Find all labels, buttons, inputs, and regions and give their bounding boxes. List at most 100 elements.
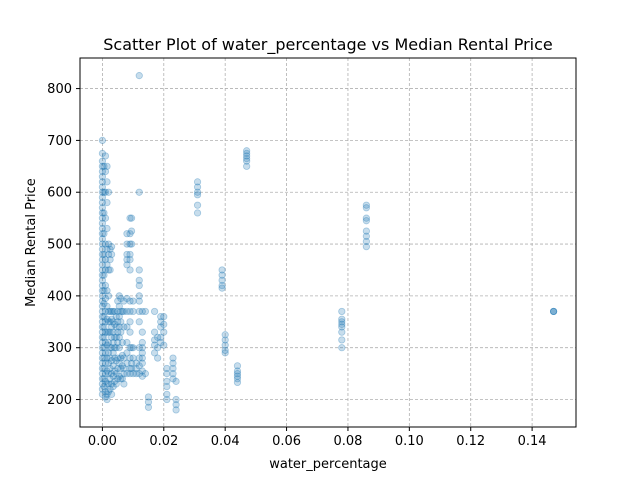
scatter-point (98, 364, 107, 373)
scatter-point (118, 351, 126, 360)
scatter-point (126, 307, 134, 316)
scatter-point (132, 359, 140, 367)
scatter-point (111, 333, 119, 341)
scatter-point (98, 313, 107, 321)
scatter-point (100, 313, 108, 321)
scatter-point (98, 188, 107, 196)
scatter-point (112, 323, 120, 331)
scatter-point (101, 240, 110, 248)
scatter-point (115, 333, 123, 341)
scatter-point (193, 209, 202, 217)
scatter-point (98, 261, 107, 269)
scatter-point (338, 315, 346, 323)
plot-frame (79, 57, 577, 428)
scatter-point (135, 266, 143, 274)
scatter-point (126, 240, 134, 248)
scatter-point (98, 230, 107, 238)
scatter-point (98, 328, 107, 336)
scatter-point (135, 362, 143, 370)
scatter-point (135, 354, 143, 362)
scatter-point (100, 300, 108, 308)
scatter-point (163, 390, 171, 398)
scatter-point (98, 266, 107, 274)
scatter-point (108, 323, 116, 331)
x-tick-label: 0.02 (149, 434, 178, 449)
scatter-point (111, 307, 119, 316)
scatter-point (169, 370, 177, 378)
scatter-point (362, 214, 370, 222)
scatter-point (104, 307, 113, 316)
scatter-point (104, 328, 113, 336)
scatter-point (135, 318, 143, 326)
scatter-point (100, 162, 108, 170)
scatter-point (135, 281, 143, 290)
scatter-point (218, 271, 226, 279)
scatter-point (98, 380, 107, 388)
scatter-point (150, 349, 159, 357)
scatter-point (111, 354, 119, 362)
scatter-point (157, 313, 165, 321)
scatter-point (126, 328, 134, 336)
scatter-point (127, 364, 136, 373)
scatter-point (114, 338, 122, 347)
scatter-point (126, 230, 134, 238)
scatter-point (108, 357, 116, 365)
scatter-point (163, 364, 171, 373)
scatter-point (100, 364, 108, 373)
scatter-point (157, 318, 165, 326)
scatter-point (114, 297, 122, 305)
scatter-point (111, 377, 119, 385)
scatter-point (150, 307, 159, 316)
scatter-point (132, 370, 140, 378)
scatter-point (100, 271, 108, 279)
scatter-point (138, 372, 146, 380)
scatter-point (150, 341, 159, 349)
scatter-point (103, 224, 111, 233)
scatter-point (103, 245, 111, 253)
scatter-point (144, 393, 153, 401)
scatter-point (101, 377, 110, 385)
scatter-point (115, 359, 123, 367)
scatter-point (141, 370, 149, 378)
scatter-point (98, 390, 107, 398)
scatter-point (123, 250, 131, 259)
scatter-point (338, 336, 346, 344)
scatter-point (338, 307, 346, 316)
scatter-point (103, 341, 111, 349)
scatter-point (338, 344, 346, 352)
scatter-point (123, 338, 131, 347)
scatter-point (98, 297, 107, 305)
scatter-point (154, 344, 162, 352)
grid (80, 58, 576, 427)
scatter-point (98, 193, 107, 202)
scatter-point (123, 261, 131, 269)
scatter-point (193, 188, 202, 196)
y-tick-label: 400 (47, 289, 72, 304)
scatter-point (98, 255, 107, 264)
scatter-point (141, 307, 149, 316)
scatter-point (103, 315, 111, 323)
scatter-point (100, 333, 108, 341)
scatter-point (150, 336, 159, 344)
scatter-point (135, 307, 143, 316)
scatter-point (138, 349, 146, 357)
scatter-point (157, 333, 165, 341)
scatter-point (106, 328, 114, 336)
scatter-point (111, 367, 119, 375)
scatter-point (117, 375, 125, 383)
scatter-point (549, 307, 558, 316)
scatter-point (104, 359, 113, 367)
scatter-point (98, 338, 107, 347)
scatter-point (101, 393, 110, 401)
scatter-point (104, 380, 113, 388)
scatter-point (154, 354, 162, 362)
scatter-point (169, 359, 177, 367)
scatter-point (221, 341, 229, 349)
scatter-point (135, 344, 143, 352)
scatter-point (109, 338, 117, 347)
scatter-point (108, 307, 116, 316)
scatter-point (218, 276, 226, 284)
scatter-point (106, 364, 114, 373)
scatter-point (98, 323, 107, 331)
scatter-point (98, 178, 107, 186)
